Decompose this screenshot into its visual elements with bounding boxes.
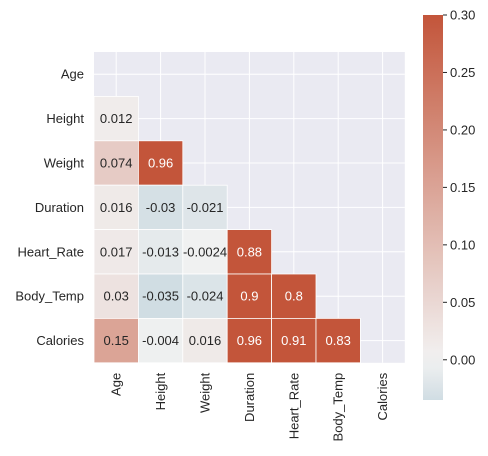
heatmap-cell [93, 229, 139, 275]
heatmap-cell [93, 96, 139, 142]
cell-value-label: 0.017 [100, 244, 133, 259]
heatmap-cell [137, 140, 184, 186]
colorbar-gradient [423, 15, 443, 400]
cell-value-label: 0.012 [100, 111, 133, 126]
colorbar-tick-label: 0.30 [450, 8, 475, 23]
y-tick-label: Heart_Rate [18, 244, 84, 259]
cell-value-label: 0.88 [237, 244, 262, 259]
heatmap-cell [93, 317, 139, 364]
colorbar-tick-label: 0.00 [450, 352, 475, 367]
heatmap-cell [315, 317, 361, 364]
cell-value-label: 0.03 [104, 289, 129, 304]
cell-value-label: 0.9 [240, 289, 258, 304]
cell-value-label: -0.035 [142, 289, 179, 304]
cell-value-label: -0.021 [187, 200, 224, 215]
cell-value-label: -0.004 [142, 333, 179, 348]
cell-value-label: 0.96 [148, 156, 173, 171]
cell-value-label: 0.8 [285, 289, 303, 304]
heatmap-cell-labels: 0.012 0.074 0.96 0.016 -0.03 -0.021 0.017 -0.01… [100, 111, 351, 348]
y-tick-label: Weight [44, 156, 85, 171]
colorbar-tick-label: 0.10 [450, 237, 475, 252]
y-tick-label: Height [46, 111, 84, 126]
heatmap-cell [93, 140, 139, 186]
heatmap-cell [137, 229, 184, 275]
heatmap-cell [226, 317, 272, 364]
x-tick-label: Body_Temp [331, 373, 346, 442]
colorbar-tick-label: 0.20 [450, 122, 475, 137]
heatmap-cells [93, 96, 361, 364]
x-tick-label: Weight [198, 372, 213, 413]
colorbar-tick-label: 0.05 [450, 295, 475, 310]
colorbar-tick-label: 0.25 [450, 65, 475, 80]
x-tick-label: Height [153, 372, 168, 410]
colorbar: 0.00 0.05 0.10 0.15 0.20 0.25 0.30 [423, 8, 475, 400]
cell-value-label: -0.03 [146, 200, 176, 215]
cell-value-label: -0.0024 [183, 244, 227, 259]
colorbar-tick-label: 0.15 [450, 180, 475, 195]
x-tick-label: Heart_Rate [286, 373, 301, 439]
x-tick-label: Age [109, 373, 124, 396]
y-tick-label: Body_Temp [15, 289, 84, 304]
cell-value-label: 0.016 [100, 200, 133, 215]
y-tick-label: Calories [36, 333, 84, 348]
cell-value-label: 0.83 [326, 333, 351, 348]
heatmap-cell [182, 317, 228, 364]
cell-value-label: 0.15 [104, 333, 129, 348]
heatmap-cell [182, 184, 228, 230]
y-axis: Age Height Weight Duration Heart_Rate Body_Te… [15, 67, 84, 348]
x-axis: Age Height Weight Duration Heart_Rate Body_Te… [109, 372, 390, 441]
heatmap-cell [137, 317, 184, 364]
x-tick-label: Calories [375, 372, 390, 420]
cell-value-label: -0.013 [142, 244, 179, 259]
cell-value-label: 0.016 [189, 333, 222, 348]
cell-value-label: 0.96 [237, 333, 262, 348]
heatmap-cell [93, 273, 139, 319]
cell-value-label: -0.024 [187, 289, 224, 304]
x-tick-label: Duration [242, 373, 257, 422]
y-tick-label: Duration [35, 200, 84, 215]
y-tick-label: Age [61, 67, 84, 82]
cell-value-label: 0.91 [281, 333, 306, 348]
heatmap-cell [182, 229, 228, 275]
heatmap-cell [271, 273, 317, 319]
cell-value-label: 0.074 [100, 156, 133, 171]
